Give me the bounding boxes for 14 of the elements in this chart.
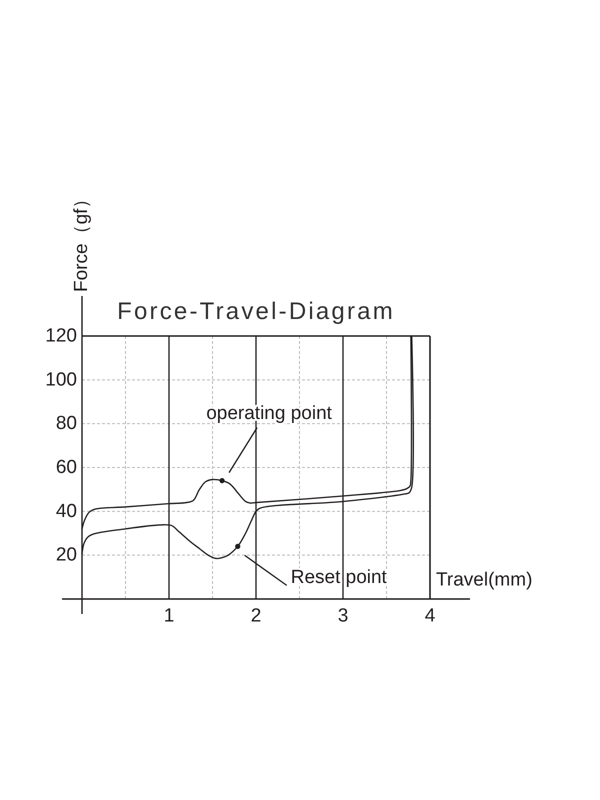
annotation: Reset point: [290, 566, 388, 588]
y-tick-label: 20: [56, 544, 77, 566]
x-tick-label: 3: [338, 606, 348, 626]
y-tick-label: 60: [56, 457, 77, 478]
x-tick-label: 4: [424, 606, 436, 626]
x-tick-label: 2: [250, 606, 262, 626]
y-tick-label: 100: [45, 369, 77, 390]
y-tick-label: 40: [56, 500, 77, 522]
x-axis-title: Travel(mm): [436, 570, 532, 590]
chart-title: Force-Travel-Diagram: [117, 298, 395, 325]
x-tick-label: 1: [164, 606, 174, 626]
y-tick-label: 120: [45, 326, 77, 346]
y-axis-title: Force（gf）: [71, 190, 92, 292]
y-tick-label: 80: [56, 413, 77, 434]
